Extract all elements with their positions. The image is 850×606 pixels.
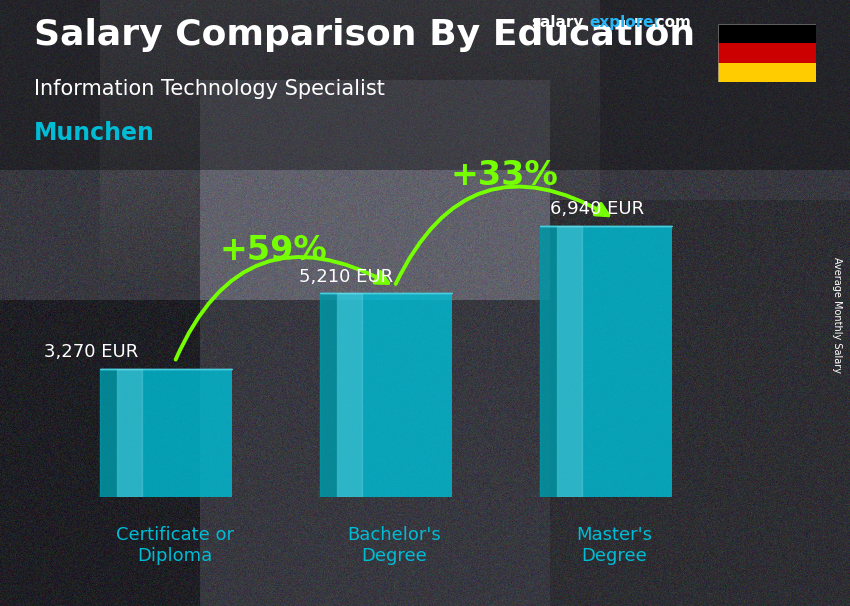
Text: Bachelor's
Degree: Bachelor's Degree — [348, 526, 441, 565]
Bar — [558, 226, 672, 497]
Polygon shape — [558, 226, 582, 497]
Text: 3,270 EUR: 3,270 EUR — [44, 344, 138, 361]
Bar — [718, 62, 816, 82]
Polygon shape — [99, 369, 117, 497]
Bar — [718, 24, 816, 44]
Text: Master's
Degree: Master's Degree — [576, 526, 653, 565]
Polygon shape — [540, 226, 558, 497]
Text: Average Monthly Salary: Average Monthly Salary — [832, 257, 842, 373]
Text: +33%: +33% — [450, 159, 558, 191]
Polygon shape — [320, 293, 337, 497]
Text: Certificate or
Diploma: Certificate or Diploma — [116, 526, 234, 565]
Bar — [718, 44, 816, 62]
Text: explorer: explorer — [589, 15, 661, 30]
Polygon shape — [337, 293, 362, 497]
Text: +59%: +59% — [219, 234, 327, 267]
Polygon shape — [117, 369, 143, 497]
Text: 5,210 EUR: 5,210 EUR — [299, 268, 394, 285]
Text: .com: .com — [650, 15, 691, 30]
Bar — [117, 369, 232, 497]
Bar — [337, 293, 451, 497]
Text: salary: salary — [531, 15, 584, 30]
Text: Munchen: Munchen — [34, 121, 155, 145]
Text: Salary Comparison By Education: Salary Comparison By Education — [34, 18, 695, 52]
Text: Information Technology Specialist: Information Technology Specialist — [34, 79, 385, 99]
Text: 6,940 EUR: 6,940 EUR — [550, 200, 644, 218]
